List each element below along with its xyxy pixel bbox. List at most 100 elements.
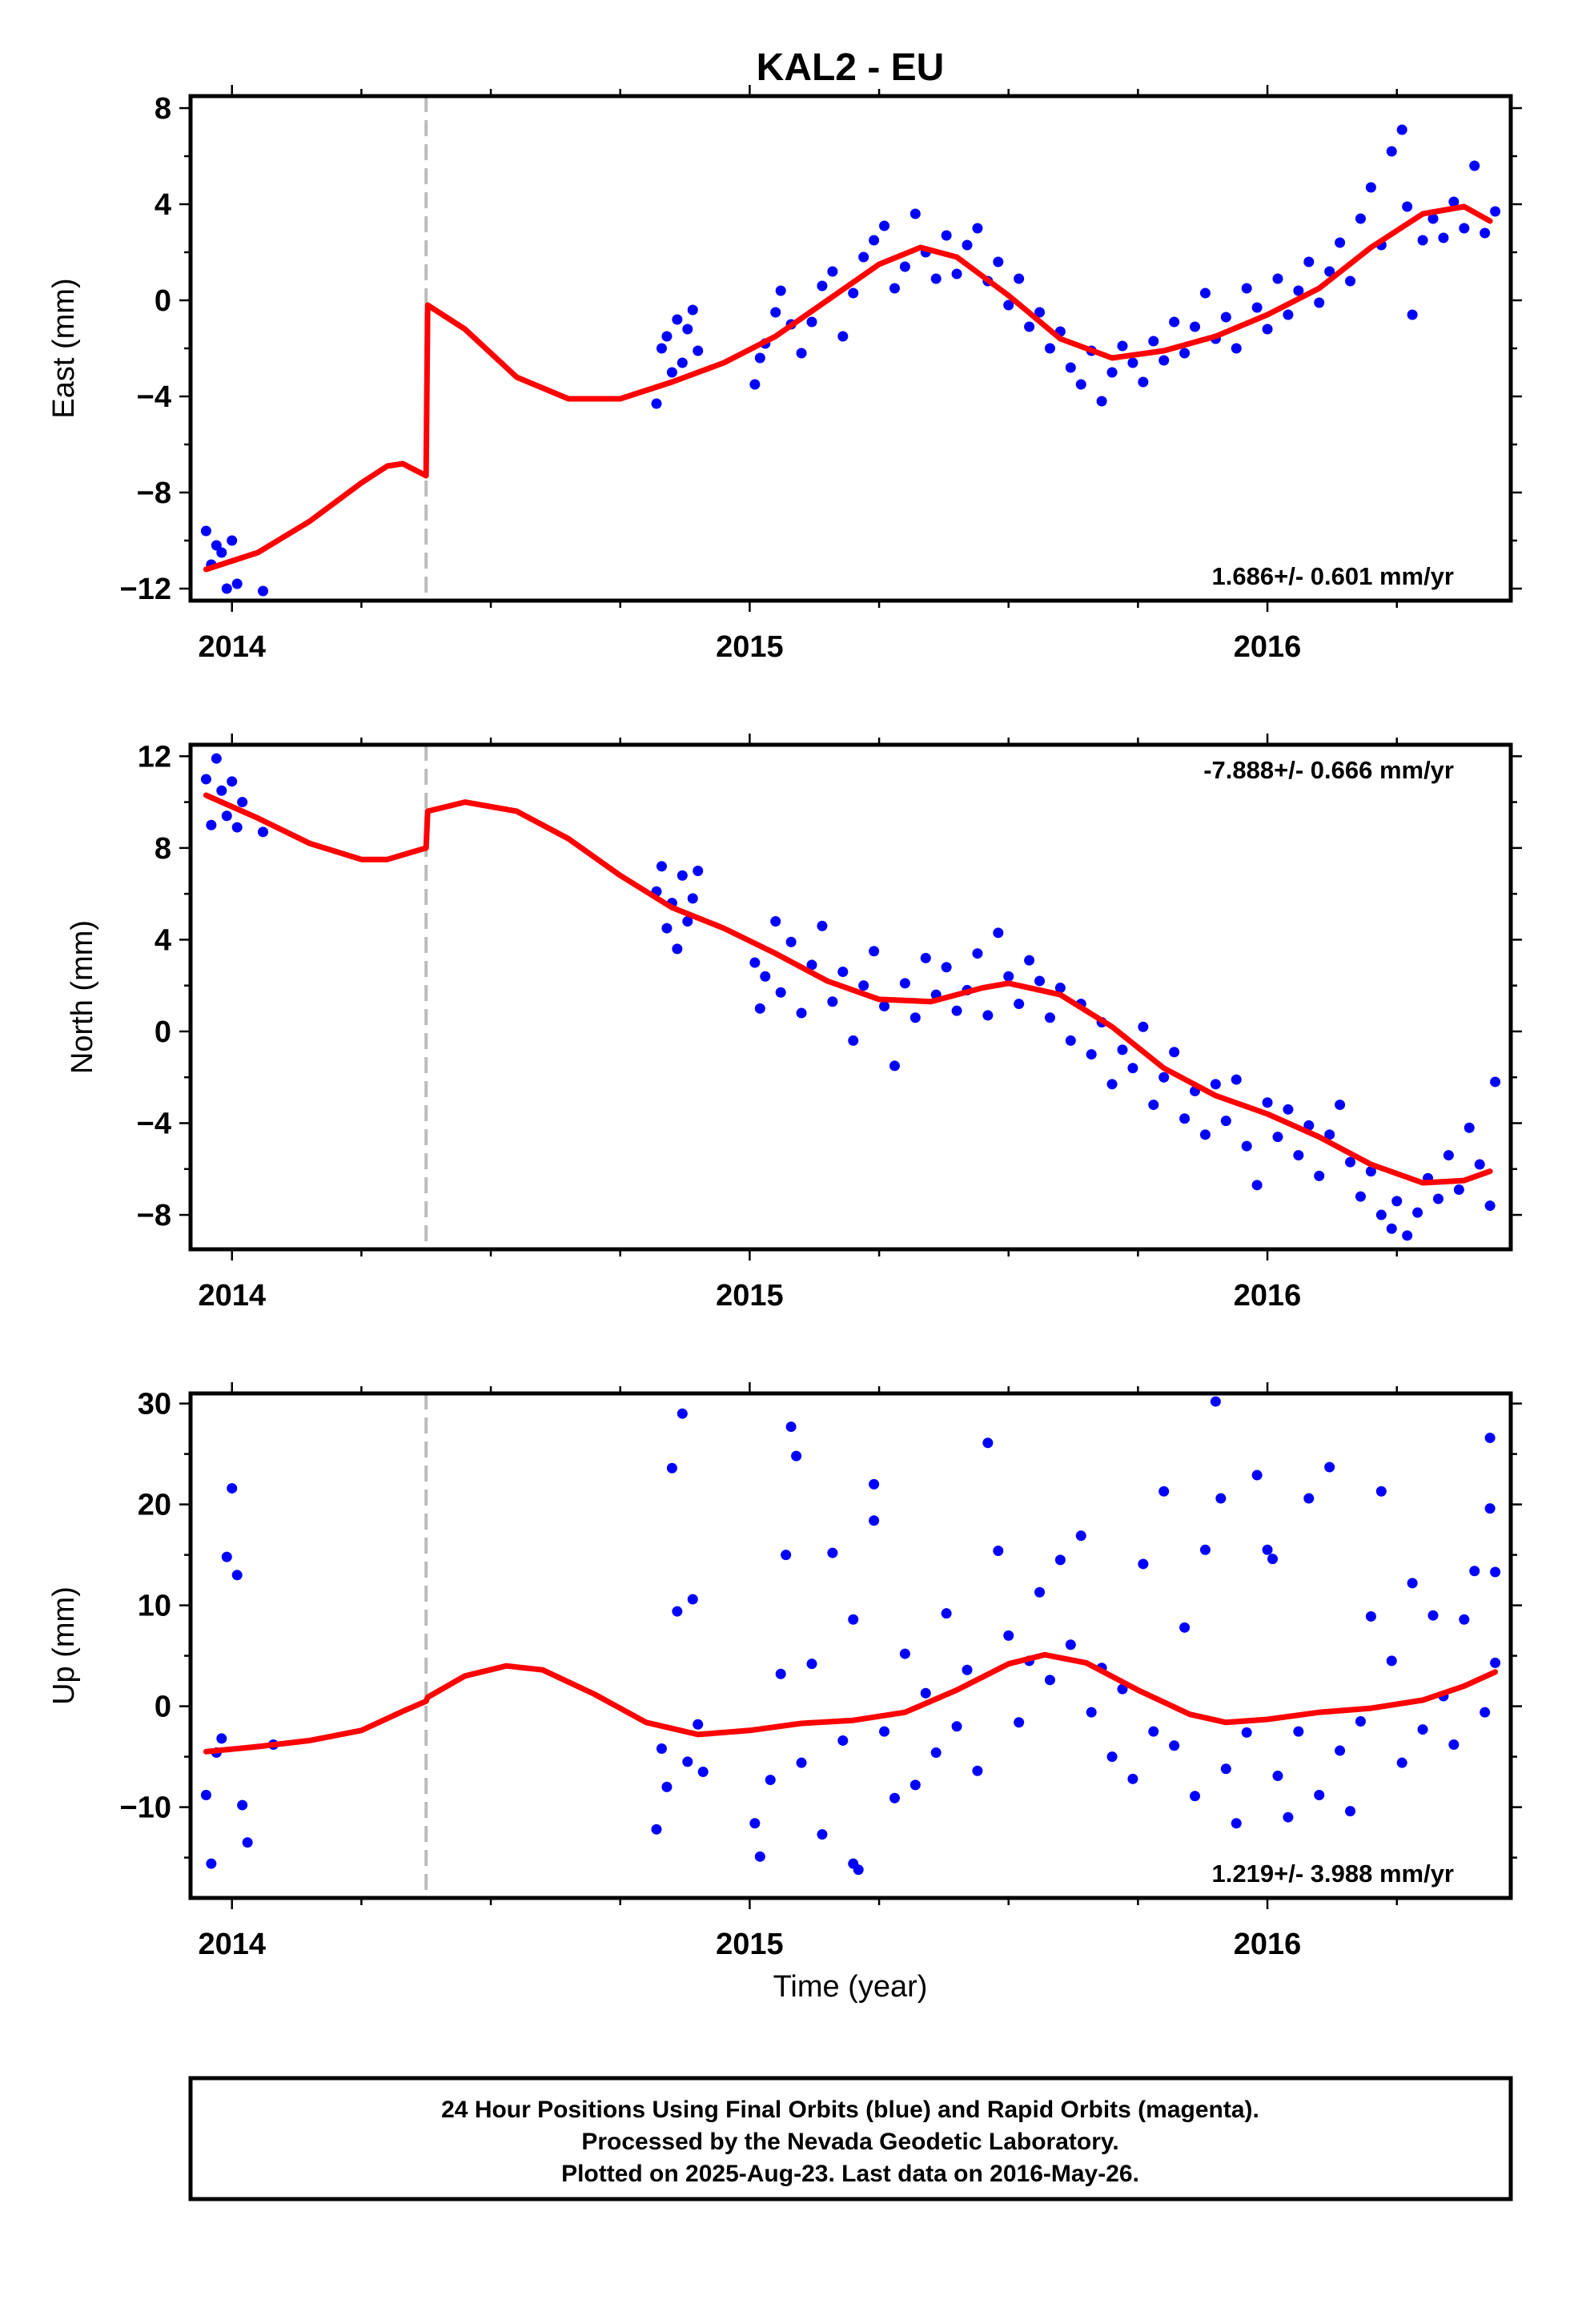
east-data-point [858,251,869,263]
north-data-point [1044,1012,1055,1023]
up-rate-label: 1.219+/- 3.988 mm/yr [1212,1860,1454,1888]
east-data-point [1438,232,1449,243]
up-data-point [879,1726,890,1737]
north-data-point [693,866,704,876]
north-data-point [941,962,952,973]
east-data-point [1293,285,1304,296]
north-data-point [1065,1035,1076,1046]
north-data-point [677,870,688,881]
north-data-point [879,1000,890,1011]
north-data-point [1314,1170,1325,1181]
north-y-tick-label: −8 [137,1199,171,1232]
north-data-point [221,810,232,822]
north-data-point [1453,1184,1464,1196]
east-data-point [1314,297,1325,308]
east-data-point [796,348,807,359]
up-data-point [1127,1773,1138,1784]
north-plot-area [200,745,1501,1249]
up-data-point [1158,1486,1170,1497]
up-data-point [1117,1683,1128,1695]
north-data-point [1086,1049,1097,1060]
up-x-tick-label: 2014 [198,1928,266,1961]
east-data-point [682,324,693,335]
east-data-point [1014,273,1025,284]
east-data-point [775,285,786,296]
up-data-point [982,1437,994,1449]
north-data-point [1293,1150,1304,1161]
up-data-point [1034,1586,1046,1598]
up-panel: 2014 2015 2016 30 20 10 0 −10 Up (mm) 1.219+/- 3.… [47,1382,1522,1961]
north-data-point [1365,1166,1376,1177]
north-data-point [899,978,910,989]
east-data-point [869,235,880,246]
up-data-point [781,1550,792,1561]
up-data-point [930,1747,942,1759]
north-model-line [203,792,1493,1186]
up-data-point [237,1799,248,1811]
up-data-point [1469,1566,1480,1577]
up-data-point [242,1837,253,1848]
east-data-point [972,223,983,234]
up-data-point [1484,1432,1496,1443]
north-y-tick-label: 4 [155,923,171,957]
north-data-point [827,996,838,1007]
footer-line-3: Plotted on 2025-Aug-23. Last data on 201… [561,2161,1139,2187]
up-data-point [206,1858,217,1869]
east-data-point [1396,124,1407,135]
east-data-point [231,578,243,589]
up-data-point [1086,1707,1097,1718]
north-data-point [1335,1100,1346,1111]
north-x-tick-label: 2016 [1234,1279,1302,1313]
up-data-point [1484,1503,1496,1514]
east-data-point [227,535,238,546]
east-data-point [221,583,232,594]
east-y-axis-label: East (mm) [47,278,81,418]
up-data-point [200,1789,211,1800]
north-data-point [1272,1132,1283,1143]
east-data-point [1490,206,1501,217]
chart-title: KAL2 - EU [757,46,945,89]
up-data-point [909,1779,921,1791]
east-data-point [1075,379,1086,390]
up-data-point [806,1659,817,1670]
east-data-point [1262,324,1273,335]
up-data-point [775,1668,786,1679]
up-data-point [1190,1791,1201,1802]
east-data-point [258,585,269,597]
up-model-line [203,1651,1499,1755]
north-data-point [848,1035,859,1046]
up-data-point [1293,1726,1304,1737]
east-data-point [837,331,849,342]
north-data-point [1262,1097,1273,1108]
up-data-point [682,1756,693,1767]
east-data-point [806,316,817,328]
north-data-point [806,959,817,971]
up-data-point [227,1482,238,1494]
east-data-point [951,268,962,279]
up-data-point [1148,1726,1159,1737]
east-data-point [1386,146,1397,157]
east-panel: 2014 2015 2016 8 4 0 −4 −8 −12 East (mm) 1.686+/- … [47,85,1522,664]
north-data-point [1231,1074,1242,1085]
north-data-point [1148,1100,1159,1111]
up-data-point [1407,1578,1418,1589]
north-data-point [770,916,781,927]
east-data-point [909,208,921,219]
up-data-point [837,1735,849,1746]
east-data-point [1448,196,1460,207]
up-data-point [1138,1558,1149,1570]
up-y-tick-label: 10 [138,1590,171,1623]
east-data-point [749,379,761,390]
east-data-point [1138,376,1149,388]
up-y-tick-label: −10 [120,1791,171,1825]
north-data-point [1024,955,1035,966]
north-x-tick-label: 2014 [198,1279,266,1313]
north-data-point [982,1010,994,1021]
east-data-point [899,261,910,272]
north-frame [188,742,1513,1252]
east-data-point [993,256,1004,267]
up-data-point [754,1851,765,1862]
up-data-point [941,1608,952,1619]
